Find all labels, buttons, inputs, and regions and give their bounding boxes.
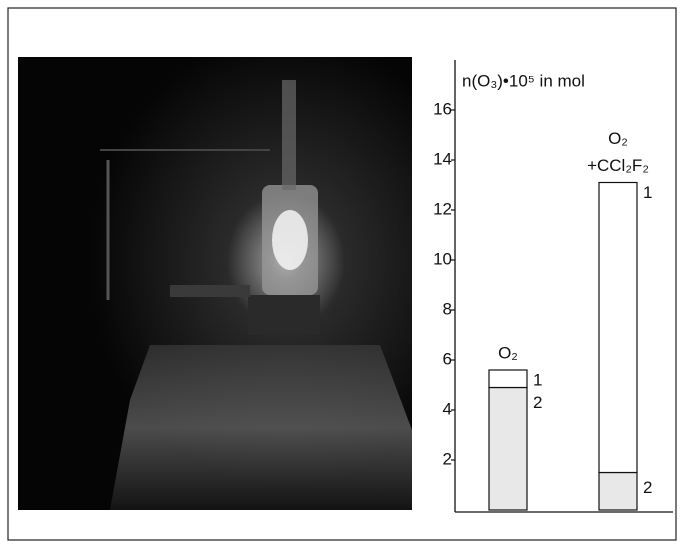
segment-label: 1 <box>533 370 542 389</box>
bar-segment <box>488 386 528 511</box>
segment-label: 2 <box>643 478 652 497</box>
y-tick-label: 4 <box>443 399 452 418</box>
y-tick-label: 6 <box>443 349 452 368</box>
y-tick-label: 14 <box>433 149 452 168</box>
y-tick-label: 8 <box>443 299 452 318</box>
y-tick-label: 16 <box>433 99 452 118</box>
category-label: +CCl₂F₂ <box>587 156 649 175</box>
category-label: O₂ <box>608 129 628 148</box>
segment-label: 1 <box>643 183 652 202</box>
bar-segment <box>598 471 638 511</box>
y-tick-label: 10 <box>433 249 452 268</box>
y-tick-label: 2 <box>443 449 452 468</box>
bar-segment <box>488 369 528 389</box>
category-label: O₂ <box>498 343 518 362</box>
bar-segment <box>598 181 638 474</box>
photo <box>18 57 412 510</box>
y-axis-label: n(O₃)•10⁵ in mol <box>462 71 585 90</box>
y-tick-label: 12 <box>433 199 452 218</box>
segment-label: 2 <box>533 393 542 412</box>
